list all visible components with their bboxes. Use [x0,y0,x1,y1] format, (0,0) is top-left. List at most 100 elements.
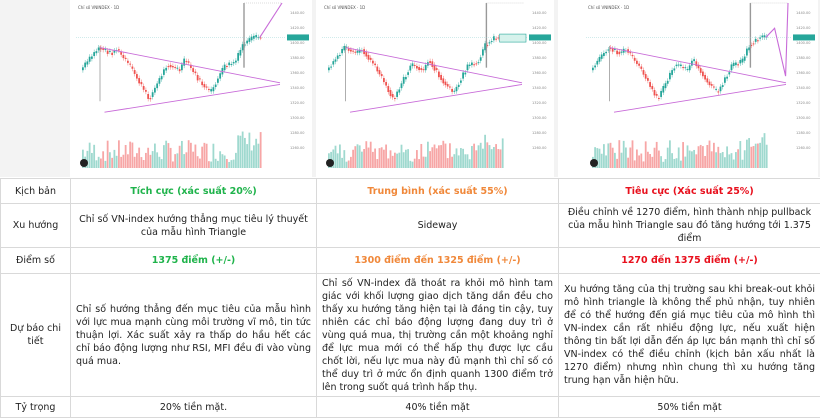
volume-bar [676,158,678,168]
candle [632,55,634,56]
candle [733,63,735,66]
volume-bar [215,159,217,168]
points-negative: 1270 đến 1375 điểm (+/-) [559,248,820,274]
volume-bar [605,155,607,168]
candle [731,64,733,70]
volume-bar [414,159,416,168]
row-weight: Tỷ trọng 20% tiền mặt. 40% tiền mặt 50% … [1,397,820,418]
axis-tick-label: 1260.00 [532,146,546,150]
volume-bar [418,159,420,168]
volume-bar [673,159,675,168]
candle [370,58,372,60]
candle [352,51,354,52]
candle [755,39,757,42]
candle [165,68,167,71]
volume-bar [407,149,409,168]
candle [328,68,330,71]
candle [478,62,480,63]
volume-bar [761,137,763,168]
volume-bar [491,149,493,168]
candle [469,65,471,66]
volume-bar [495,144,497,168]
volume-bar [733,160,735,168]
candle [467,65,469,71]
volume-bar [335,146,337,168]
volume-bar [603,144,605,168]
candle [667,81,669,84]
candle [350,50,352,52]
points-neutral: 1300 điểm đến 1325 điểm (+/-) [317,248,559,274]
axis-tick-label: 1360.00 [532,71,546,75]
volume-bar [188,140,190,168]
candle [447,84,449,86]
volume-bar [172,161,174,168]
projection-path [260,3,282,37]
candle [132,67,134,69]
price-chart-svg: Chỉ số VNINDEX · 1D1440.001420.001400.00… [70,0,312,177]
candle [82,67,84,70]
volume-bar [152,151,154,168]
row-forecast: Dự báo chi tiết Chỉ số hướng thẳng đến m… [1,274,820,397]
projection-path [766,3,788,76]
volume-bar [434,145,436,168]
volume-bar [480,143,482,168]
volume-bar [398,153,400,168]
candle [240,50,242,55]
axis-tick-label: 1300.00 [290,116,304,120]
row-label: Tỷ trọng [1,397,71,418]
volume-bar [246,144,248,168]
candle [704,75,706,80]
candle [616,51,618,55]
candle [660,91,662,97]
volume-bar [709,141,711,168]
volume-bar [383,150,385,168]
volume-bar [170,148,172,168]
candle [154,88,156,93]
candle [204,84,206,87]
candle [188,61,190,62]
candle [174,67,176,68]
volume-bar [731,153,733,168]
candle [702,72,704,77]
volume-bar [379,148,381,168]
tradingview-logo-icon [326,159,334,167]
volume-bar [678,147,680,168]
candle [634,58,636,61]
candle [168,66,170,67]
candle [651,86,653,89]
volume-bar [627,158,629,168]
volume-bar [656,142,658,168]
volume-bar [484,135,486,168]
volume-bar [91,153,93,168]
candle [684,67,686,68]
forecast-positive: Chỉ số hướng thẳng đến mục tiêu của mẫu … [71,274,317,397]
scenario-positive: Tích cực (xác suất 20%) [71,179,317,204]
candle [143,86,145,90]
volume-bar [469,159,471,168]
volume-bar [489,145,491,168]
candle [412,63,414,66]
volume-bar [750,147,752,168]
candle [249,38,251,42]
candle [456,87,458,91]
forecast-negative: Xu hướng tăng của thị trường sau khi bre… [559,274,820,397]
candle [134,70,136,74]
candle [462,72,464,78]
volume-bar [423,157,425,168]
volume-bar [348,160,350,168]
candle [471,63,473,66]
volume-bar [640,154,642,168]
volume-bar [691,151,693,168]
candle [392,94,394,97]
chart-title: Chỉ số VNINDEX · 1D [78,5,119,10]
candle [629,52,631,53]
candle [673,68,675,70]
volume-bar [486,142,488,168]
volume-bar [96,160,98,168]
candle [711,84,713,86]
axis-tick-label: 1340.00 [796,86,810,90]
volume-bar [403,152,405,168]
volume-bar [748,138,750,168]
candle [206,87,208,88]
volume-bar [197,156,199,168]
